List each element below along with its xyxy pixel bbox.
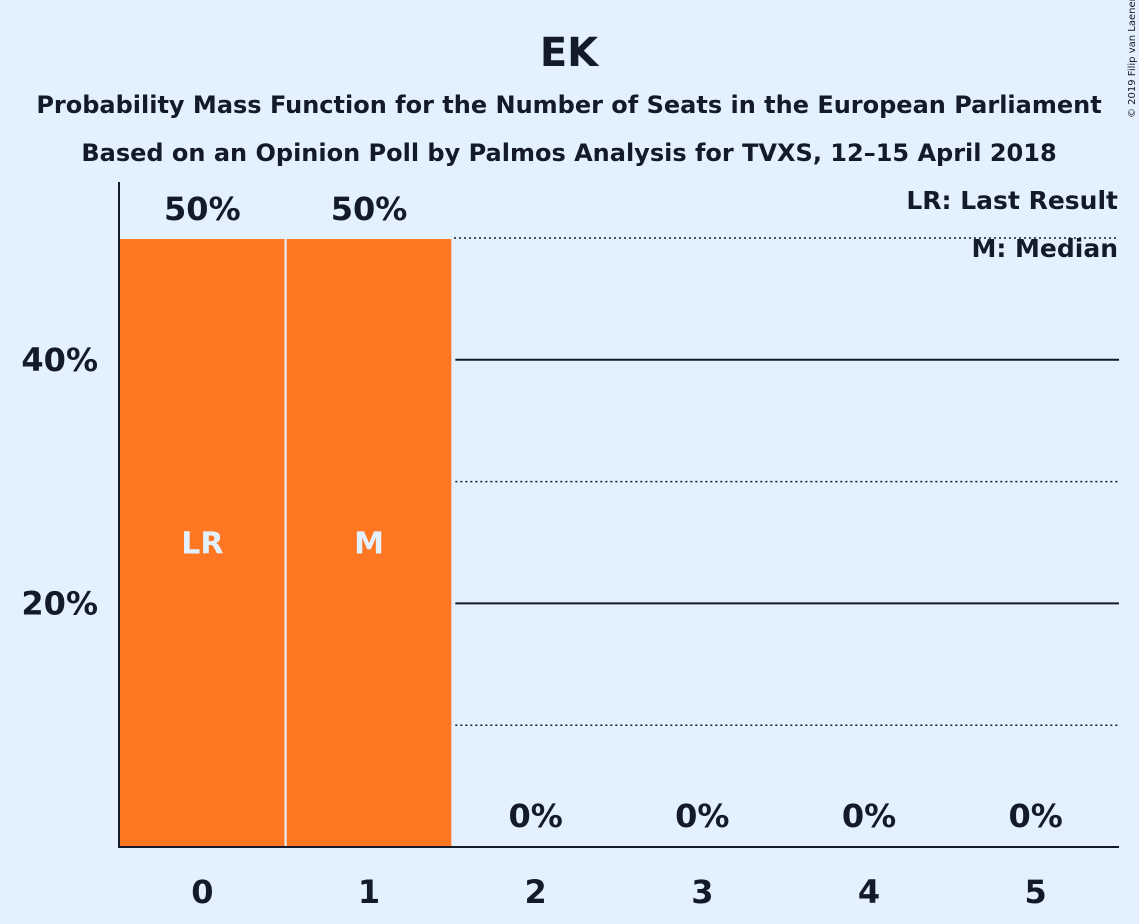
y-tick-label-20: 20% (21, 584, 98, 622)
bar-0 (118, 237, 287, 848)
x-tick-label-1: 1 (358, 873, 380, 911)
bar-annotation-m: M (354, 527, 384, 562)
x-tick-label-3: 3 (691, 873, 713, 911)
value-label-4: 0% (842, 797, 896, 835)
bar-annotation-lr: LR (181, 527, 223, 562)
x-tick-label-5: 5 (1025, 873, 1047, 911)
chart-title: EK (540, 30, 600, 76)
x-tick-label-2: 2 (525, 873, 547, 911)
value-label-0: 50% (164, 190, 241, 228)
chart-subtitle-2: Based on an Opinion Poll by Palmos Analy… (81, 139, 1056, 167)
value-label-5: 0% (1009, 797, 1063, 835)
legend-entry-1: LR: Last Result (906, 186, 1118, 215)
value-label-1: 50% (331, 190, 408, 228)
y-tick-label-40: 40% (21, 341, 98, 379)
chart-subtitle-1: Probability Mass Function for the Number… (36, 91, 1101, 119)
copyright-text: © 2019 Filip van Laenen (1127, 0, 1138, 118)
legend-entry-2: M: Median (971, 234, 1118, 263)
x-tick-label-0: 0 (191, 873, 213, 911)
value-label-2: 0% (509, 797, 563, 835)
x-tick-label-4: 4 (858, 873, 880, 911)
value-label-3: 0% (675, 797, 729, 835)
